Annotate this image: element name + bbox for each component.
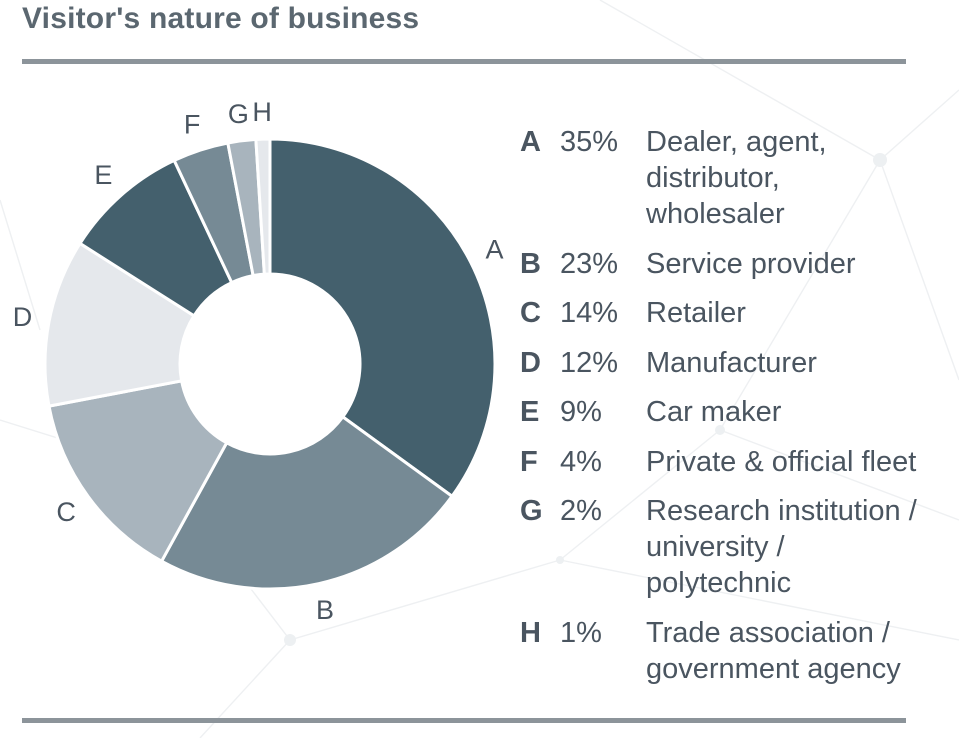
slice-a [268, 137, 497, 499]
legend-letter: B [520, 247, 541, 280]
legend-description-line: polytechnic [646, 567, 792, 599]
legend-description-line: distributor, [646, 162, 780, 194]
legend-description-line: wholesaler [646, 198, 785, 230]
legend-letter: E [520, 396, 540, 428]
slice-b [159, 414, 455, 591]
bottom-divider [22, 718, 906, 723]
legend-item-f: F 4% Private & official fleet [520, 444, 950, 480]
legend-description-line: Manufacturer [646, 346, 817, 379]
slice-h [254, 137, 272, 276]
legend-description-line: Dealer, agent, [646, 126, 827, 158]
legend-percentage: 4% [560, 445, 602, 478]
legend-description: Retailer [646, 295, 950, 331]
legend-letter: A [520, 126, 541, 158]
slice-label-h: H [252, 97, 272, 127]
legend-description-line: Service provider [646, 247, 856, 280]
legend-letter: C [520, 297, 541, 329]
slice-c [47, 379, 229, 564]
legend-letter: D [520, 346, 541, 379]
legend-description-line: Research institution / [646, 495, 917, 527]
legend-letter: H [520, 616, 541, 649]
legend-letter: F [520, 445, 538, 478]
legend-description-line: university / [646, 531, 785, 563]
legend-percentage: 14% [560, 297, 619, 329]
legend-percentage: 23% [560, 247, 619, 280]
legend: A 35% Dealer, agent, distributor, wholesaler… [520, 124, 950, 700]
legend-letter: G [520, 495, 543, 527]
legend-description-line: Trade association / [646, 616, 890, 649]
chart-title: Visitor's nature of business [22, 2, 420, 35]
legend-description: Research institution / university / polyte… [646, 493, 950, 601]
legend-description-line: government agency [646, 652, 901, 685]
legend-description-line: Car maker [646, 396, 782, 428]
legend-description: Trade association / government agency [646, 615, 950, 687]
legend-percentage: 35% [560, 126, 619, 158]
legend-percentage: 12% [560, 346, 619, 379]
legend-item-c: C 14% Retailer [520, 295, 950, 331]
legend-item-d: D 12% Manufacturer [520, 345, 950, 381]
slice-label-a: A [486, 235, 504, 265]
slice-label-d: D [13, 302, 33, 332]
legend-item-a: A 35% Dealer, agent, distributor, wholesaler [520, 124, 950, 232]
legend-description: Car maker [646, 394, 950, 430]
legend-item-b: B 23% Service provider [520, 246, 950, 282]
legend-description: Dealer, agent, distributor, wholesaler [646, 124, 950, 232]
legend-description-line: Private & official fleet [646, 445, 917, 478]
legend-description: Manufacturer [646, 345, 950, 381]
legend-item-e: E 9% Car maker [520, 394, 950, 430]
legend-percentage: 9% [560, 396, 602, 428]
slice-label-g: G [228, 99, 249, 129]
slice-label-e: E [94, 160, 112, 190]
legend-description: Private & official fleet [646, 444, 950, 480]
slice-label-b: B [316, 595, 334, 625]
slice-d [43, 241, 197, 408]
legend-description: Service provider [646, 246, 950, 282]
legend-percentage: 2% [560, 495, 602, 527]
slice-label-c: C [56, 497, 76, 527]
legend-description-line: Retailer [646, 297, 746, 329]
slice-label-f: F [184, 109, 201, 139]
legend-percentage: 1% [560, 616, 602, 649]
legend-item-h: H 1% Trade association / government agency [520, 615, 950, 687]
legend-item-g: G 2% Research institution / university / pol… [520, 493, 950, 601]
title-divider [22, 59, 906, 64]
